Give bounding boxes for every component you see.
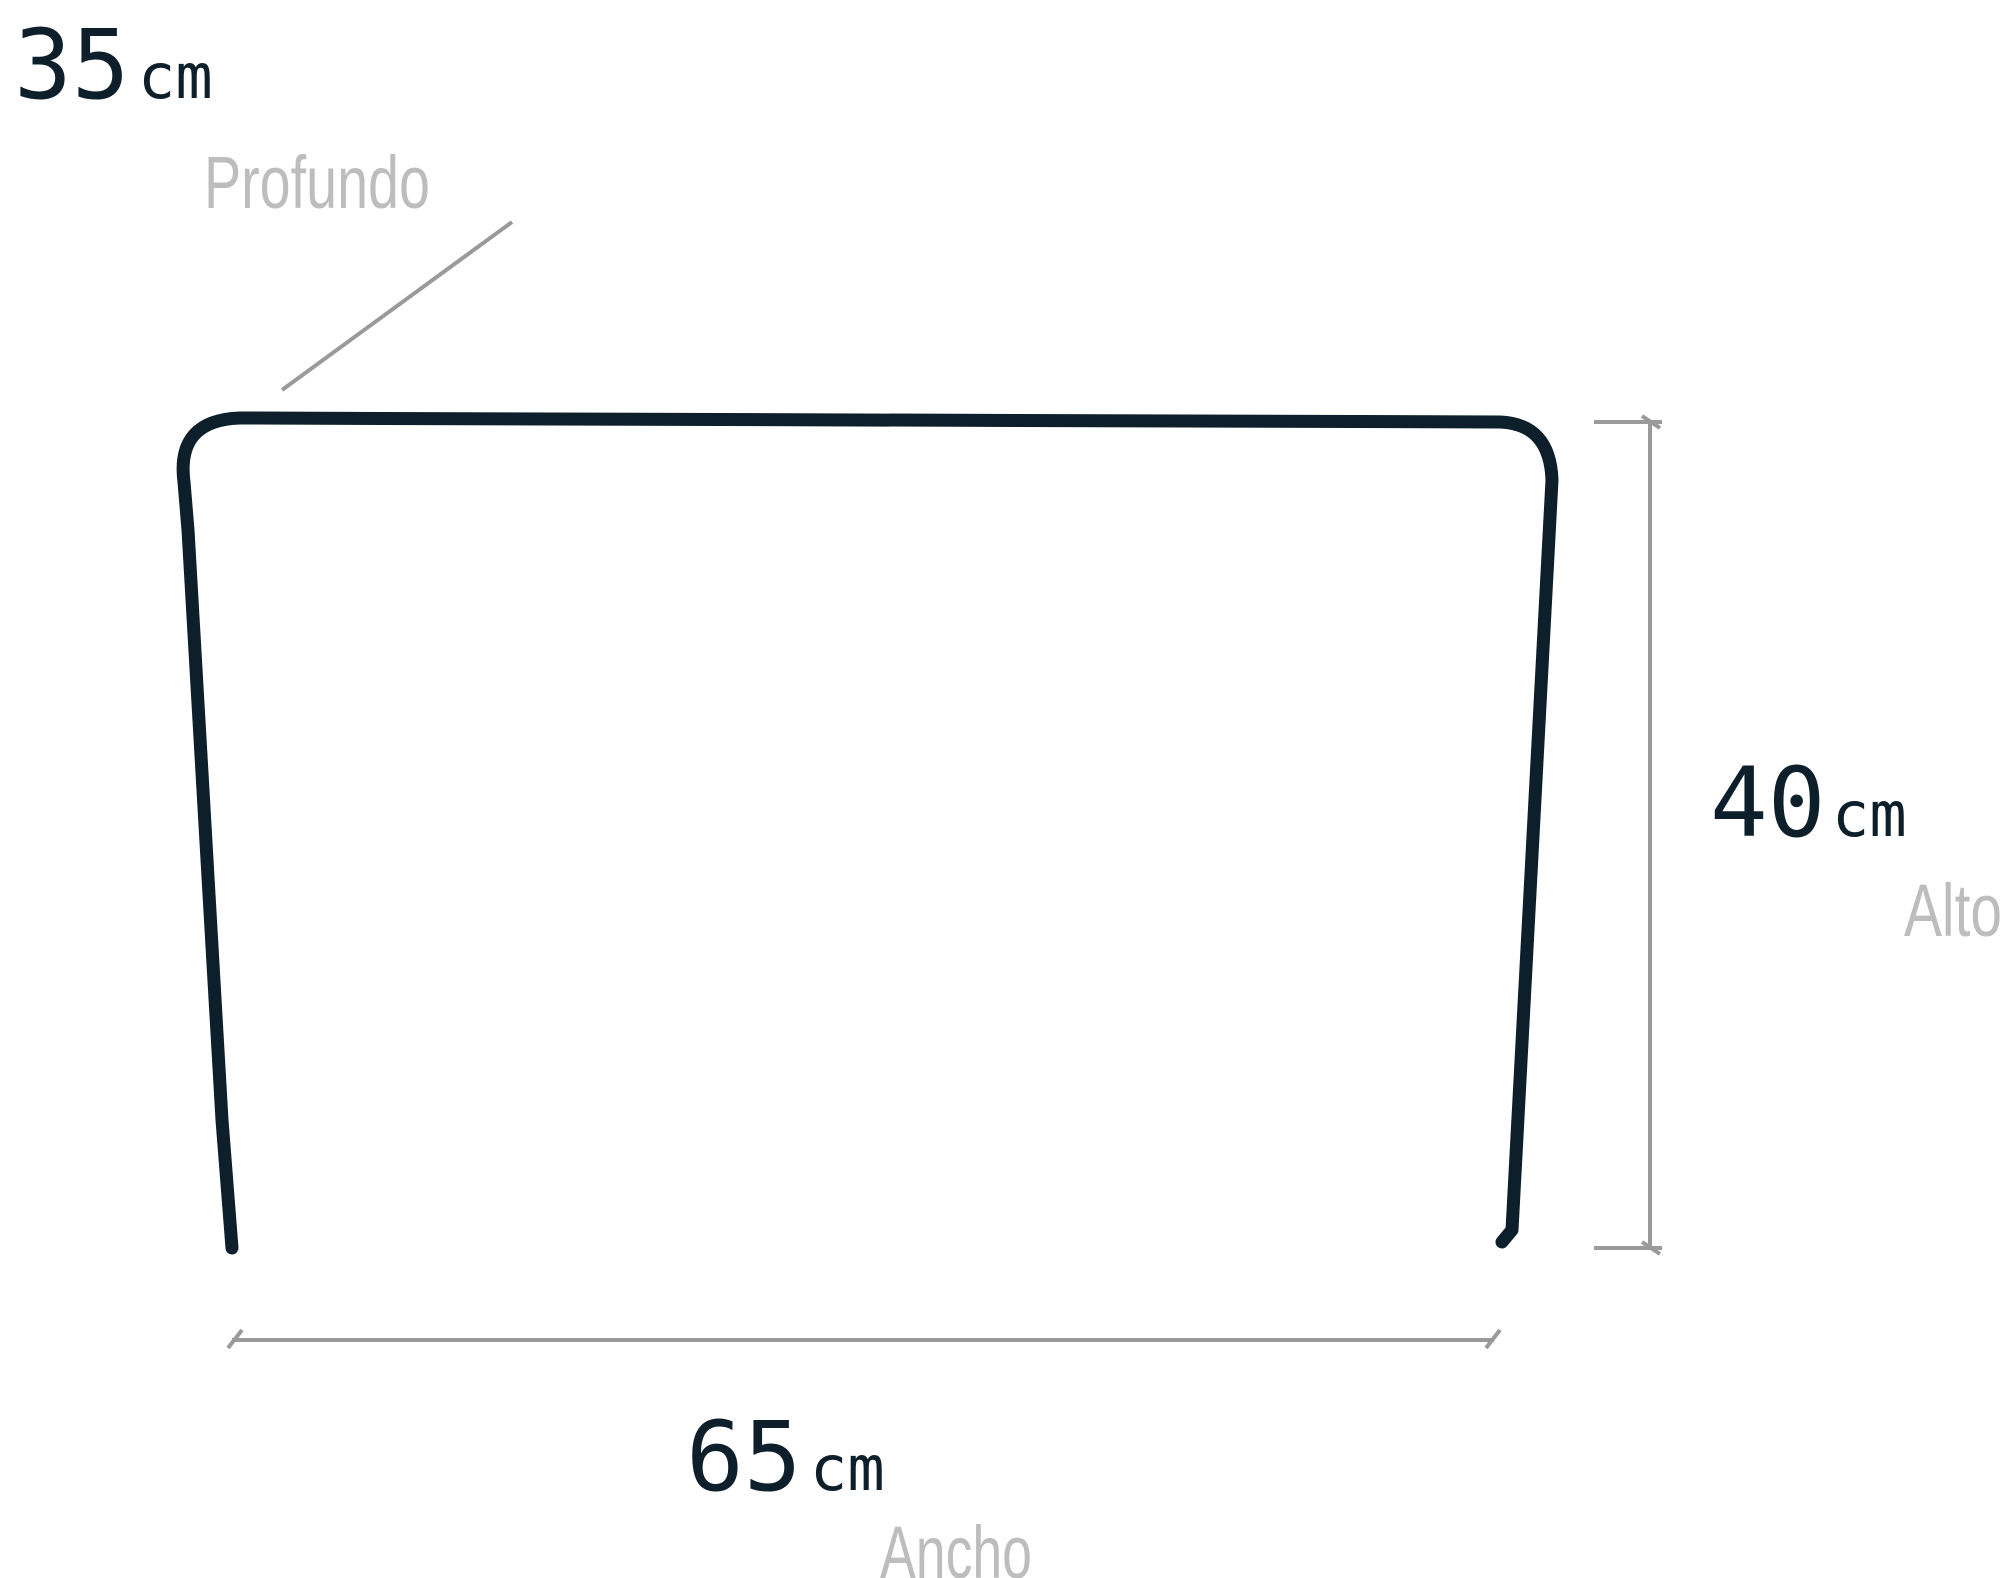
height-top-arrow (1640, 414, 1662, 430)
width-label: Ancho (880, 1511, 1032, 1578)
depth-label: Profundo (204, 141, 430, 224)
depth-dimension: 35 cm Profundo (14, 9, 514, 392)
height-unit: cm (1832, 778, 1907, 851)
height-value: 40 (1710, 747, 1826, 859)
width-value: 65 (686, 1401, 802, 1513)
height-label: Alto (1904, 869, 2002, 952)
depth-leader-line (280, 220, 514, 392)
height-dimension: 40 cm Alto (1594, 414, 2002, 1256)
depth-unit: cm (138, 40, 213, 113)
width-dimension: 65 cm Ancho (226, 1328, 1502, 1578)
table-outline (176, 411, 1559, 1255)
width-unit: cm (810, 1432, 885, 1505)
width-right-arrow (1484, 1328, 1502, 1350)
depth-value: 35 (14, 9, 130, 121)
width-left-arrow (226, 1328, 244, 1350)
height-bottom-arrow (1640, 1240, 1662, 1256)
